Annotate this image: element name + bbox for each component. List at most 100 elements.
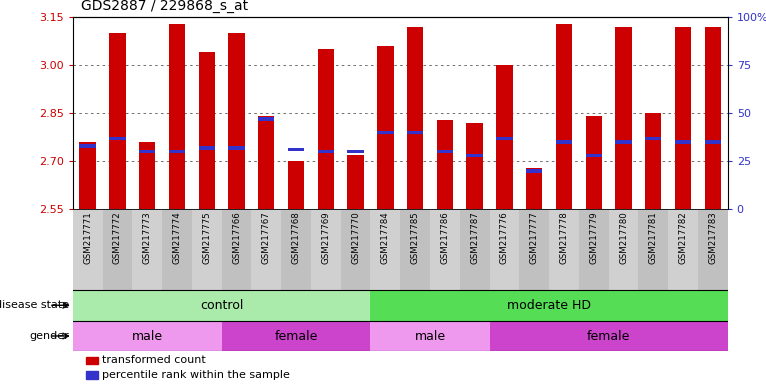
Bar: [556, 140, 572, 144]
Text: GSM217769: GSM217769: [321, 211, 330, 263]
Bar: [198, 146, 215, 149]
Bar: [549, 209, 579, 290]
Bar: [311, 209, 341, 290]
Bar: [139, 142, 155, 209]
Bar: [638, 209, 668, 290]
Text: gender: gender: [29, 331, 69, 341]
Bar: [377, 46, 394, 209]
Bar: [519, 209, 549, 290]
Bar: [526, 169, 542, 172]
Text: male: male: [132, 329, 162, 343]
Text: GSM217768: GSM217768: [292, 211, 300, 264]
Text: GSM217767: GSM217767: [262, 211, 270, 264]
Bar: [466, 123, 483, 209]
Bar: [348, 150, 364, 153]
Bar: [675, 27, 691, 209]
Bar: [73, 321, 221, 351]
Bar: [288, 148, 304, 151]
Text: GSM217770: GSM217770: [351, 211, 360, 264]
Bar: [198, 53, 215, 209]
Bar: [496, 65, 512, 209]
Bar: [668, 209, 698, 290]
Bar: [80, 144, 96, 147]
Bar: [460, 209, 489, 290]
Text: disease state: disease state: [0, 300, 69, 310]
Bar: [169, 24, 185, 209]
Bar: [615, 27, 632, 209]
Bar: [318, 49, 334, 209]
Bar: [110, 33, 126, 209]
Bar: [86, 357, 97, 364]
Bar: [645, 136, 662, 140]
Bar: [401, 209, 430, 290]
Bar: [526, 168, 542, 209]
Text: GSM217778: GSM217778: [559, 211, 568, 264]
Bar: [73, 209, 103, 290]
Text: GSM217775: GSM217775: [202, 211, 211, 264]
Text: female: female: [274, 329, 318, 343]
Text: GSM217785: GSM217785: [411, 211, 420, 264]
Text: GSM217783: GSM217783: [709, 211, 717, 264]
Text: GSM217771: GSM217771: [83, 211, 92, 264]
Text: female: female: [587, 329, 630, 343]
Bar: [251, 209, 281, 290]
Bar: [705, 27, 721, 209]
Text: transformed count: transformed count: [102, 356, 206, 366]
Bar: [86, 371, 97, 379]
Bar: [466, 154, 483, 157]
Bar: [489, 321, 728, 351]
Bar: [675, 140, 691, 144]
Text: GSM217776: GSM217776: [500, 211, 509, 264]
Bar: [556, 24, 572, 209]
Bar: [585, 116, 602, 209]
Bar: [698, 209, 728, 290]
Bar: [221, 209, 251, 290]
Bar: [169, 150, 185, 153]
Bar: [162, 209, 192, 290]
Bar: [341, 209, 371, 290]
Bar: [73, 290, 371, 321]
Bar: [80, 142, 96, 209]
Bar: [430, 209, 460, 290]
Text: GSM217777: GSM217777: [530, 211, 538, 264]
Text: GSM217787: GSM217787: [470, 211, 480, 264]
Bar: [228, 33, 244, 209]
Bar: [221, 321, 371, 351]
Text: GSM217774: GSM217774: [172, 211, 182, 264]
Text: GSM217773: GSM217773: [142, 211, 152, 264]
Bar: [103, 209, 133, 290]
Text: GSM217780: GSM217780: [619, 211, 628, 264]
Text: GSM217772: GSM217772: [113, 211, 122, 264]
Bar: [437, 120, 453, 209]
Bar: [407, 27, 424, 209]
Text: GSM217781: GSM217781: [649, 211, 658, 264]
Bar: [371, 209, 401, 290]
Text: GSM217786: GSM217786: [440, 211, 450, 264]
Bar: [585, 154, 602, 157]
Bar: [371, 321, 489, 351]
Bar: [377, 131, 394, 134]
Bar: [281, 209, 311, 290]
Bar: [228, 146, 244, 149]
Bar: [615, 140, 632, 144]
Bar: [609, 209, 638, 290]
Text: GSM217779: GSM217779: [589, 211, 598, 263]
Bar: [579, 209, 609, 290]
Bar: [258, 117, 274, 121]
Bar: [489, 209, 519, 290]
Bar: [318, 150, 334, 153]
Bar: [645, 113, 662, 209]
Text: GSM217766: GSM217766: [232, 211, 241, 264]
Text: control: control: [200, 299, 244, 312]
Bar: [288, 161, 304, 209]
Bar: [407, 131, 424, 134]
Bar: [348, 155, 364, 209]
Bar: [192, 209, 221, 290]
Bar: [496, 136, 512, 140]
Bar: [133, 209, 162, 290]
Bar: [258, 116, 274, 209]
Bar: [437, 150, 453, 153]
Text: moderate HD: moderate HD: [507, 299, 591, 312]
Bar: [705, 140, 721, 144]
Text: GSM217784: GSM217784: [381, 211, 390, 264]
